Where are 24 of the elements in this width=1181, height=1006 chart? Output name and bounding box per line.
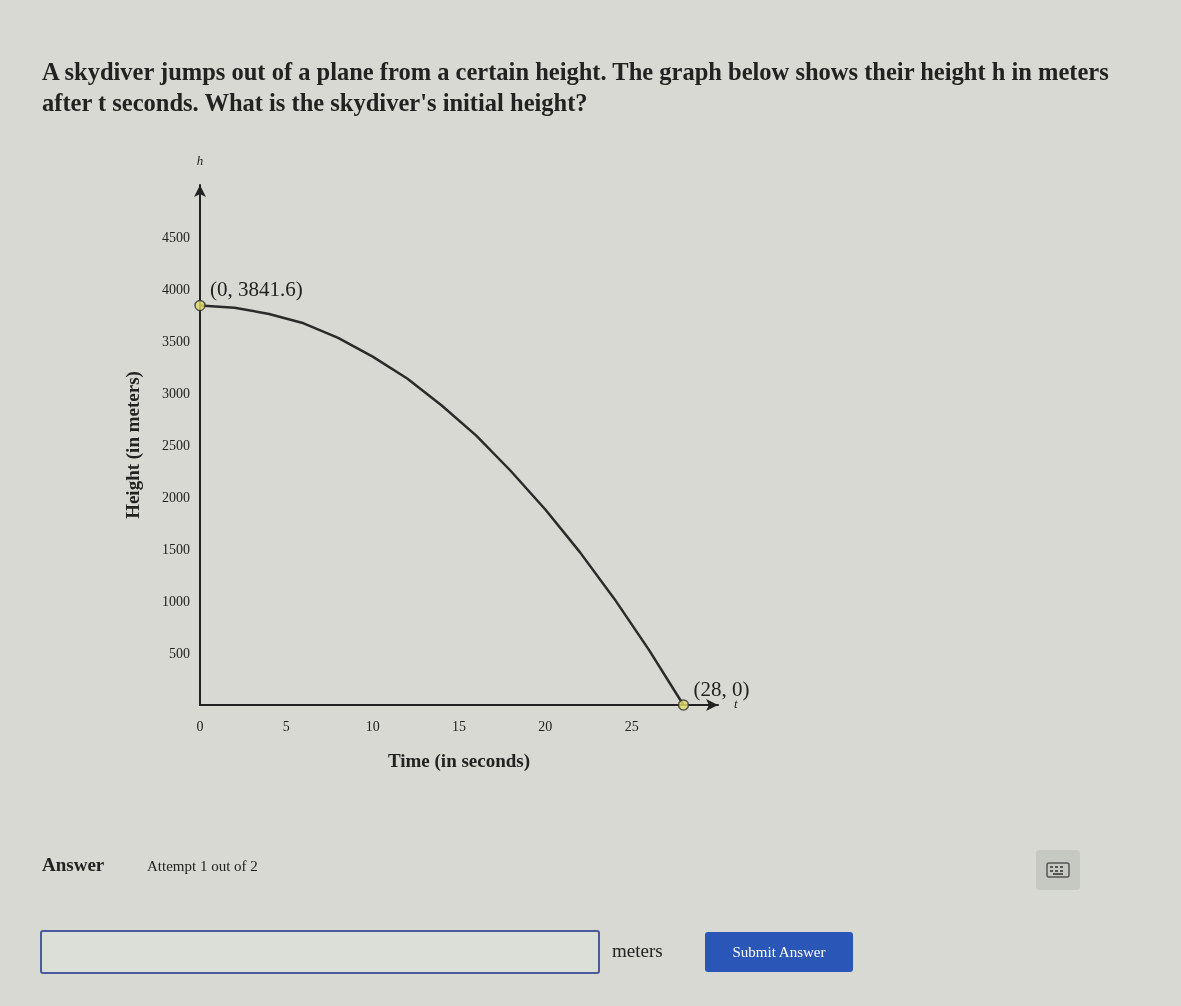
x-tick-label: 0: [196, 718, 204, 734]
y-tick-label: 4000: [162, 281, 190, 297]
x-tick-label: 25: [624, 718, 639, 734]
submit-button: Submit Answer: [705, 932, 853, 972]
y-tick-label: 1500: [162, 541, 190, 557]
x-axis-title: Time (in seconds): [387, 750, 531, 772]
y-tick-label: 4500: [162, 229, 190, 245]
y-tick-label: 500: [169, 645, 190, 661]
text: Attempt 1 out of 2: [147, 858, 258, 875]
text: Answer: [42, 854, 105, 876]
y-tick-label: 2000: [162, 489, 190, 505]
x-tick-label: 20: [538, 718, 553, 734]
x-tick-label: 10: [365, 718, 380, 734]
y-tick-label: 1000: [162, 593, 190, 609]
text: h: [196, 153, 204, 168]
y-axis-title: Height (in meters): [122, 371, 144, 519]
y-tick-label: 3000: [162, 385, 190, 401]
annotation: (0, 3841.6): [210, 276, 303, 301]
y-tick-label: 3500: [162, 333, 190, 349]
x-tick-label: 15: [452, 718, 466, 734]
x-tick-label: 5: [282, 718, 290, 734]
chart-title: A skydiver jumps out of a plane from a certain height. The graph below shows their height h in meters after t seconds. What is the skydiver's initial height?: [42, 57, 1110, 118]
y-tick-label: 2500: [162, 437, 190, 453]
text: meters: [612, 940, 663, 962]
